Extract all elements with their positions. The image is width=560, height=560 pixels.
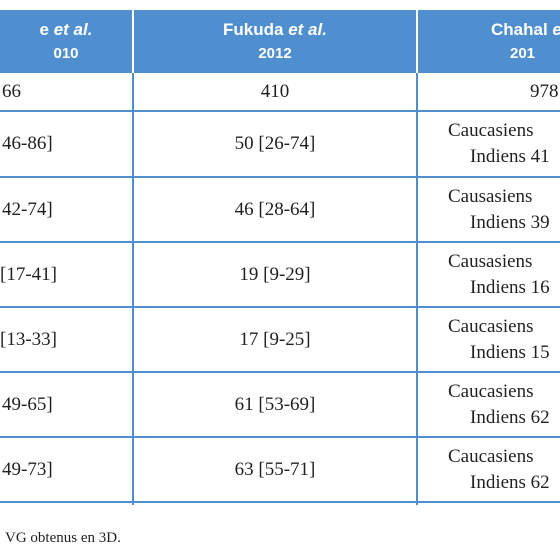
cell-line: Indiens 39 bbox=[470, 211, 550, 233]
header-author: Chahal et bbox=[418, 18, 560, 42]
cell-line: Indiens 16 bbox=[470, 276, 550, 298]
cell: 46-86] bbox=[0, 112, 134, 178]
cell: 49-73] bbox=[0, 438, 134, 503]
author-etal: et al. bbox=[53, 20, 93, 39]
author-etal: et bbox=[552, 20, 560, 39]
header-divider bbox=[416, 10, 418, 73]
cell-line: Indiens 62 bbox=[470, 471, 550, 493]
cell-line: 978 bbox=[530, 80, 559, 102]
header-year: 2012 bbox=[258, 45, 292, 62]
header-cell: e et al. 010 bbox=[0, 10, 142, 73]
header-year: 201 bbox=[510, 45, 536, 62]
cell-line: Causasiens bbox=[448, 185, 533, 207]
author-name: e bbox=[39, 20, 49, 39]
header-cell: Chahal et 201 bbox=[418, 10, 560, 73]
author-name: Chahal bbox=[491, 20, 548, 39]
header-author: Fukuda et al. bbox=[132, 18, 418, 42]
cell: 17 [9-25] bbox=[134, 308, 416, 373]
cell: Caucasiens Indiens 41 bbox=[418, 112, 560, 178]
header-cell: Fukuda et al. 2012 bbox=[132, 10, 418, 73]
cell: Caucasiens Indiens 62 bbox=[418, 373, 560, 438]
cell-line: Indiens 62 bbox=[470, 406, 550, 428]
cell: 49-65] bbox=[0, 373, 134, 438]
header-divider bbox=[132, 10, 134, 73]
cell: Causasiens Indiens 39 bbox=[418, 178, 560, 243]
cell: 61 [53-69] bbox=[134, 373, 416, 438]
cell-line: Causasiens bbox=[448, 250, 533, 272]
cell: 66 bbox=[0, 73, 134, 112]
cell: Caucasiens Indiens 15 bbox=[418, 308, 560, 373]
cell-line: Caucasiens bbox=[448, 445, 534, 467]
cell: 42-74] bbox=[0, 178, 134, 243]
cell: 50 [26-74] bbox=[134, 112, 416, 178]
cell-line: Indiens 15 bbox=[470, 341, 550, 363]
footnote: VG obtenus en 3D. bbox=[5, 530, 121, 546]
cell: 410 bbox=[134, 73, 416, 112]
cell: 19 [9-29] bbox=[134, 243, 416, 308]
cell: 63 [55-71] bbox=[134, 438, 416, 503]
cell: Caucasiens Indiens 62 bbox=[418, 438, 560, 503]
cell: 46 [28-64] bbox=[134, 178, 416, 243]
cell: Causasiens Indiens 16 bbox=[418, 243, 560, 308]
cell: [13-33] bbox=[0, 308, 132, 373]
author-etal: et al. bbox=[288, 20, 327, 39]
author-name: Fukuda bbox=[223, 20, 284, 39]
header-year: 010 bbox=[53, 45, 79, 62]
column-line bbox=[132, 73, 134, 505]
cell-line: Caucasiens bbox=[448, 380, 534, 402]
cell: [17-41] bbox=[0, 243, 132, 308]
cell: 978 bbox=[418, 73, 560, 112]
cell-line: Caucasiens bbox=[448, 120, 534, 141]
cell-line: Caucasiens bbox=[448, 315, 534, 337]
header-author: e et al. bbox=[0, 18, 142, 42]
column-line bbox=[416, 73, 418, 505]
cell-line: Indiens 41 bbox=[470, 146, 550, 167]
